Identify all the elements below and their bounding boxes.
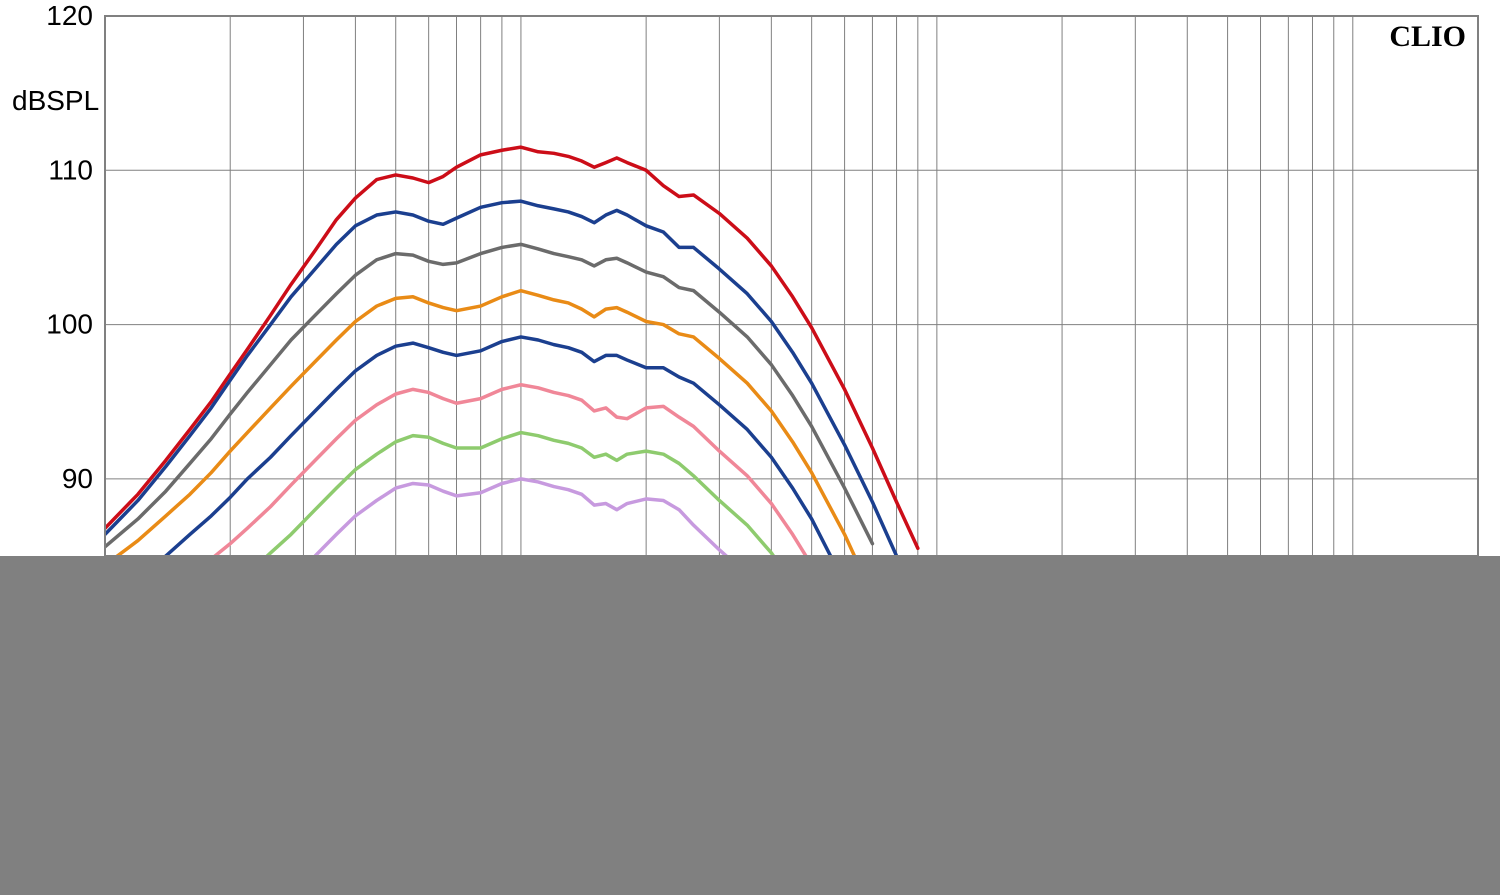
clio-watermark: CLIO bbox=[1389, 20, 1466, 53]
y-tick-label: 110 bbox=[48, 154, 93, 185]
plot-area bbox=[105, 16, 1478, 556]
y-tick-label: 120 bbox=[46, 0, 93, 31]
y-tick-label: 90 bbox=[62, 463, 93, 494]
occluding-overlay bbox=[0, 556, 1500, 895]
y-tick-label: 100 bbox=[46, 309, 93, 340]
frequency-response-chart: 90 100 110 120 dBSPL CLIO bbox=[0, 0, 1500, 895]
y-axis-label: dBSPL bbox=[12, 85, 99, 116]
